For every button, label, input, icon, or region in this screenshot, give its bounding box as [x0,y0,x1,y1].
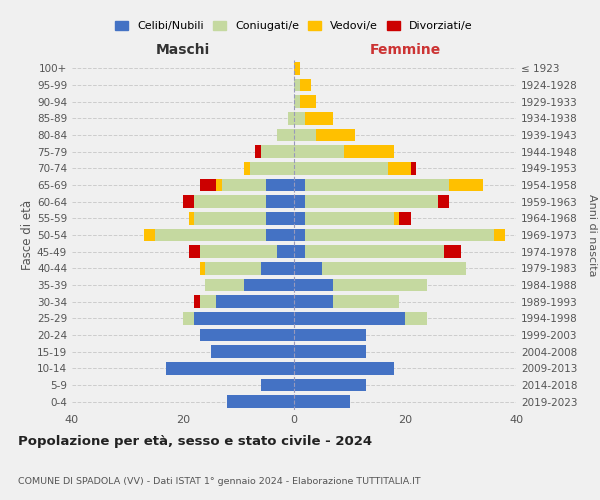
Bar [400,212,410,224]
Bar [277,246,294,258]
Bar [250,162,294,174]
Bar [200,296,216,308]
Bar [227,396,294,408]
Bar [410,162,416,174]
Bar [299,96,316,108]
Bar [266,229,294,241]
Bar [244,162,250,174]
Bar [260,146,294,158]
Bar [194,196,266,208]
Bar [222,179,266,191]
Bar [188,246,200,258]
Bar [216,179,222,191]
Bar [205,262,260,274]
Bar [144,229,155,241]
Bar [305,196,439,208]
Bar [200,246,277,258]
Bar [299,78,311,91]
Bar [194,296,200,308]
Bar [294,162,388,174]
Bar [294,62,299,74]
Y-axis label: Anni di nascita: Anni di nascita [587,194,597,276]
Bar [305,212,394,224]
Bar [294,146,344,158]
Bar [322,262,466,274]
Bar [344,146,394,158]
Bar [294,196,305,208]
Bar [305,179,449,191]
Bar [388,162,410,174]
Bar [405,312,427,324]
Bar [205,279,244,291]
Bar [194,212,266,224]
Bar [244,279,294,291]
Bar [294,312,405,324]
Bar [294,279,333,291]
Bar [294,96,299,108]
Bar [294,296,333,308]
Bar [438,196,449,208]
Bar [183,312,194,324]
Bar [183,196,194,208]
Text: Maschi: Maschi [156,42,210,56]
Bar [294,179,305,191]
Bar [294,346,366,358]
Bar [294,246,305,258]
Bar [200,329,294,341]
Bar [277,128,294,141]
Bar [294,78,299,91]
Bar [200,179,216,191]
Text: COMUNE DI SPADOLA (VV) - Dati ISTAT 1° gennaio 2024 - Elaborazione TUTTITALIA.IT: COMUNE DI SPADOLA (VV) - Dati ISTAT 1° g… [18,477,421,486]
Bar [260,379,294,391]
Bar [216,296,294,308]
Legend: Celibi/Nubili, Coniugati/e, Vedovi/e, Divorziati/e: Celibi/Nubili, Coniugati/e, Vedovi/e, Di… [111,16,477,36]
Text: Femmine: Femmine [370,42,440,56]
Bar [316,128,355,141]
Bar [294,128,316,141]
Bar [166,362,294,374]
Bar [294,329,366,341]
Bar [294,212,305,224]
Bar [200,262,205,274]
Bar [394,212,400,224]
Bar [305,246,444,258]
Y-axis label: Fasce di età: Fasce di età [21,200,34,270]
Bar [449,179,483,191]
Bar [294,112,305,124]
Bar [260,262,294,274]
Bar [294,229,305,241]
Text: Popolazione per età, sesso e stato civile - 2024: Popolazione per età, sesso e stato civil… [18,434,372,448]
Bar [266,196,294,208]
Bar [494,229,505,241]
Bar [255,146,260,158]
Bar [305,229,494,241]
Bar [188,212,194,224]
Bar [444,246,461,258]
Bar [211,346,294,358]
Bar [333,279,427,291]
Bar [294,396,349,408]
Bar [194,312,294,324]
Bar [266,179,294,191]
Bar [294,379,366,391]
Bar [305,112,333,124]
Bar [294,262,322,274]
Bar [294,362,394,374]
Bar [333,296,400,308]
Bar [155,229,266,241]
Bar [289,112,294,124]
Bar [266,212,294,224]
